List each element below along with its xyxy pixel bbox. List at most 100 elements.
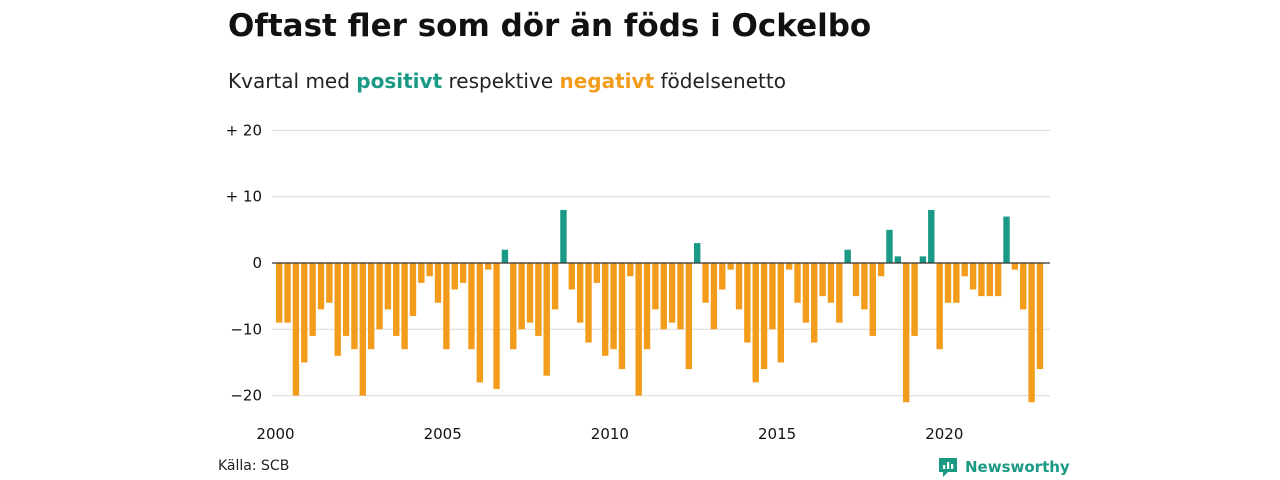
- bar-negative: [877, 263, 885, 277]
- bar-positive: [919, 256, 927, 263]
- bar-negative: [602, 263, 609, 356]
- bar-negative: [986, 263, 993, 297]
- bar-negative: [585, 263, 592, 343]
- bar-negative: [727, 263, 734, 270]
- bar-negative: [861, 263, 868, 310]
- bar-negative: [994, 263, 1002, 297]
- bar-negative: [434, 263, 442, 303]
- bar-negative: [811, 263, 818, 343]
- bar-negative: [643, 263, 651, 350]
- bar-positive: [501, 249, 509, 263]
- bar-negative: [744, 263, 751, 343]
- y-axis-ticks: + 20 + 10 0 −10 −20: [226, 121, 262, 404]
- y-tick-label: −10: [230, 320, 262, 338]
- x-tick-label: 2020: [925, 425, 963, 443]
- bar-negative: [785, 263, 793, 270]
- bar-negative: [593, 263, 601, 283]
- bar-negative: [710, 263, 718, 330]
- bar-negative: [401, 263, 408, 350]
- bar-negative: [526, 263, 534, 323]
- bar-negative: [869, 263, 876, 336]
- bar-negative: [735, 263, 743, 310]
- bar-negative: [359, 263, 366, 396]
- x-tick-label: 2000: [256, 425, 294, 443]
- bar-negative: [936, 263, 943, 350]
- bar-negative: [760, 263, 768, 370]
- bar-positive: [894, 256, 902, 263]
- bar-negative: [1011, 263, 1019, 270]
- chart-title: Oftast fler som dör än föds i Ockelbo: [228, 8, 872, 44]
- bar-negative: [510, 263, 517, 350]
- y-tick-label: 0: [252, 254, 262, 272]
- bar-negative: [476, 263, 484, 383]
- bar-negative: [384, 263, 392, 310]
- bar-negative: [944, 263, 952, 303]
- bar-negative: [852, 263, 860, 297]
- bar-negative: [652, 263, 659, 310]
- bar-negative: [576, 263, 584, 323]
- bar-negative: [677, 263, 684, 330]
- brand-logo[interactable]: Newsworthy: [937, 456, 1070, 478]
- bar-negative: [819, 263, 826, 297]
- bar-negative: [376, 263, 383, 330]
- bar-negative: [443, 263, 450, 350]
- bar-negative: [418, 263, 425, 283]
- bar-negative: [485, 263, 492, 270]
- bar-negative: [351, 263, 358, 350]
- bar-negative: [309, 263, 316, 336]
- bar-negative: [459, 263, 467, 283]
- bar-negative: [719, 263, 726, 290]
- bar-negative: [276, 263, 283, 323]
- bar-negative: [777, 263, 784, 363]
- x-axis-ticks: 2000 2005 2010 2015 2020: [256, 425, 963, 443]
- bar-negative: [451, 263, 458, 290]
- bar-negative: [978, 263, 985, 297]
- bar-negative: [367, 263, 375, 350]
- bar-negative: [535, 263, 542, 336]
- bar-negative: [668, 263, 676, 323]
- bar-negative: [702, 263, 709, 303]
- bar-negative: [518, 263, 525, 330]
- bar-negative: [610, 263, 617, 350]
- bar-negative: [627, 263, 634, 277]
- bar-positive: [560, 209, 567, 263]
- bar-negative: [301, 263, 308, 363]
- bar-positive: [886, 229, 893, 263]
- y-tick-label: + 20: [226, 121, 262, 139]
- bar-negative: [618, 263, 626, 370]
- bar-positive: [694, 243, 701, 263]
- bar-negative: [493, 263, 500, 389]
- bar-negative: [393, 263, 400, 336]
- subtitle-negative-label: negativt: [559, 69, 655, 93]
- bar-negative: [342, 263, 350, 336]
- bar-negative: [334, 263, 341, 356]
- bar-negative: [903, 263, 910, 403]
- bar-negative: [292, 263, 300, 396]
- bar-negative: [961, 263, 968, 277]
- subtitle-positive-label: positivt: [356, 69, 443, 93]
- x-tick-label: 2010: [591, 425, 629, 443]
- bar-negative: [426, 263, 433, 277]
- bar-negative: [953, 263, 960, 303]
- bar-negative: [409, 263, 417, 317]
- bar-negative: [326, 263, 333, 303]
- brand-name: Newsworthy: [965, 458, 1070, 476]
- bar-negative: [802, 263, 810, 323]
- bars: [272, 209, 1050, 403]
- subtitle-suffix: födelsenetto: [660, 69, 786, 93]
- bar-negative: [794, 263, 801, 303]
- bar-negative: [969, 263, 977, 290]
- bar-negative: [685, 263, 693, 370]
- y-tick-label: + 10: [226, 188, 262, 206]
- bar-negative: [1020, 263, 1027, 310]
- source-note: Källa: SCB: [218, 458, 290, 474]
- bar-positive: [1003, 216, 1010, 263]
- x-tick-label: 2015: [758, 425, 796, 443]
- subtitle-prefix: Kvartal med: [228, 69, 350, 93]
- bar-negative: [551, 263, 559, 310]
- chart-subtitle: Kvartal med positivt respektive negativt…: [228, 67, 786, 95]
- bar-negative: [468, 263, 475, 350]
- bar-negative: [1028, 263, 1035, 403]
- bar-negative: [568, 263, 575, 290]
